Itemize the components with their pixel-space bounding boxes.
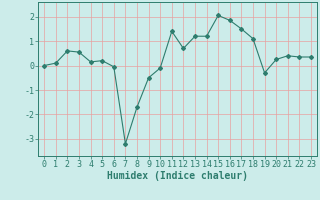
X-axis label: Humidex (Indice chaleur): Humidex (Indice chaleur) <box>107 171 248 181</box>
